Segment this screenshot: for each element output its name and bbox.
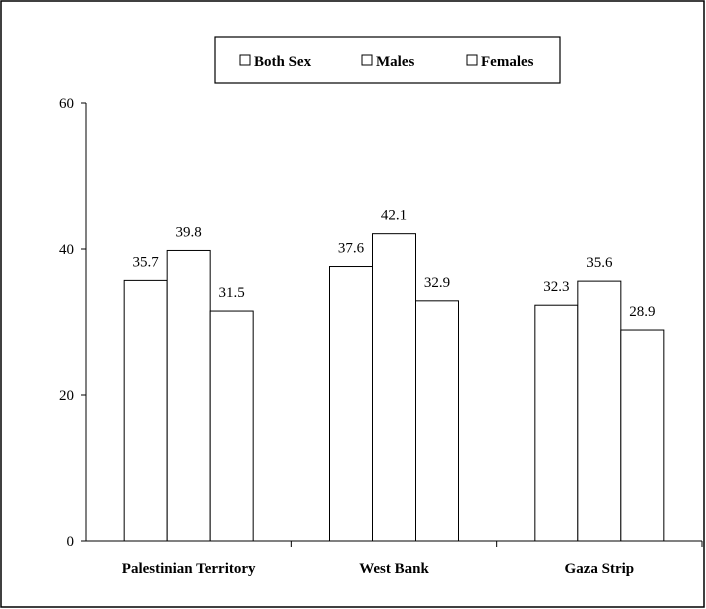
bar-both-sex: [329, 266, 373, 542]
bar-females: [415, 300, 459, 542]
y-tick-label: 0: [67, 534, 75, 550]
data-label: 28.9: [629, 304, 655, 320]
y-tick-label: 40: [59, 242, 74, 258]
y-tick-label: 20: [59, 388, 74, 404]
legend-label-both-sex: Both Sex: [254, 54, 312, 70]
bar-both-sex: [123, 279, 168, 542]
data-label: 32.9: [424, 275, 450, 291]
bar-both-sex: [534, 304, 579, 542]
legend-swatch-males: [361, 54, 373, 66]
data-label: 35.7: [133, 254, 160, 270]
y-axis: 0 20 40 60: [59, 96, 87, 550]
legend-label-females: Females: [481, 54, 534, 70]
bar-females: [620, 329, 665, 542]
legend-swatch-females: [466, 54, 478, 66]
x-axis: Palestinian Territory West Bank Gaza Strip: [86, 540, 703, 577]
legend-swatch-both-sex: [239, 54, 251, 66]
data-label: 32.3: [543, 279, 569, 295]
bar-females: [209, 310, 254, 542]
bar-males: [577, 280, 622, 542]
legend: Both Sex Males Females: [214, 36, 561, 84]
x-category-label: West Bank: [359, 561, 429, 577]
data-labels: 35.7 39.8 31.5 37.6 42.1 32.9 32.3 35.6 28.9: [133, 208, 656, 320]
bars: [123, 233, 665, 542]
data-label: 35.6: [586, 255, 613, 271]
bar-males: [372, 233, 416, 542]
data-label: 39.8: [176, 224, 202, 240]
x-category-label: Gaza Strip: [565, 561, 635, 577]
bar-males: [166, 249, 211, 542]
legend-box: [214, 36, 561, 84]
y-tick-label: 60: [59, 96, 74, 112]
data-label: 42.1: [381, 208, 407, 224]
legend-label-males: Males: [376, 54, 414, 70]
data-label: 37.6: [338, 241, 365, 257]
data-label: 31.5: [219, 285, 245, 301]
x-category-label: Palestinian Territory: [122, 561, 256, 577]
